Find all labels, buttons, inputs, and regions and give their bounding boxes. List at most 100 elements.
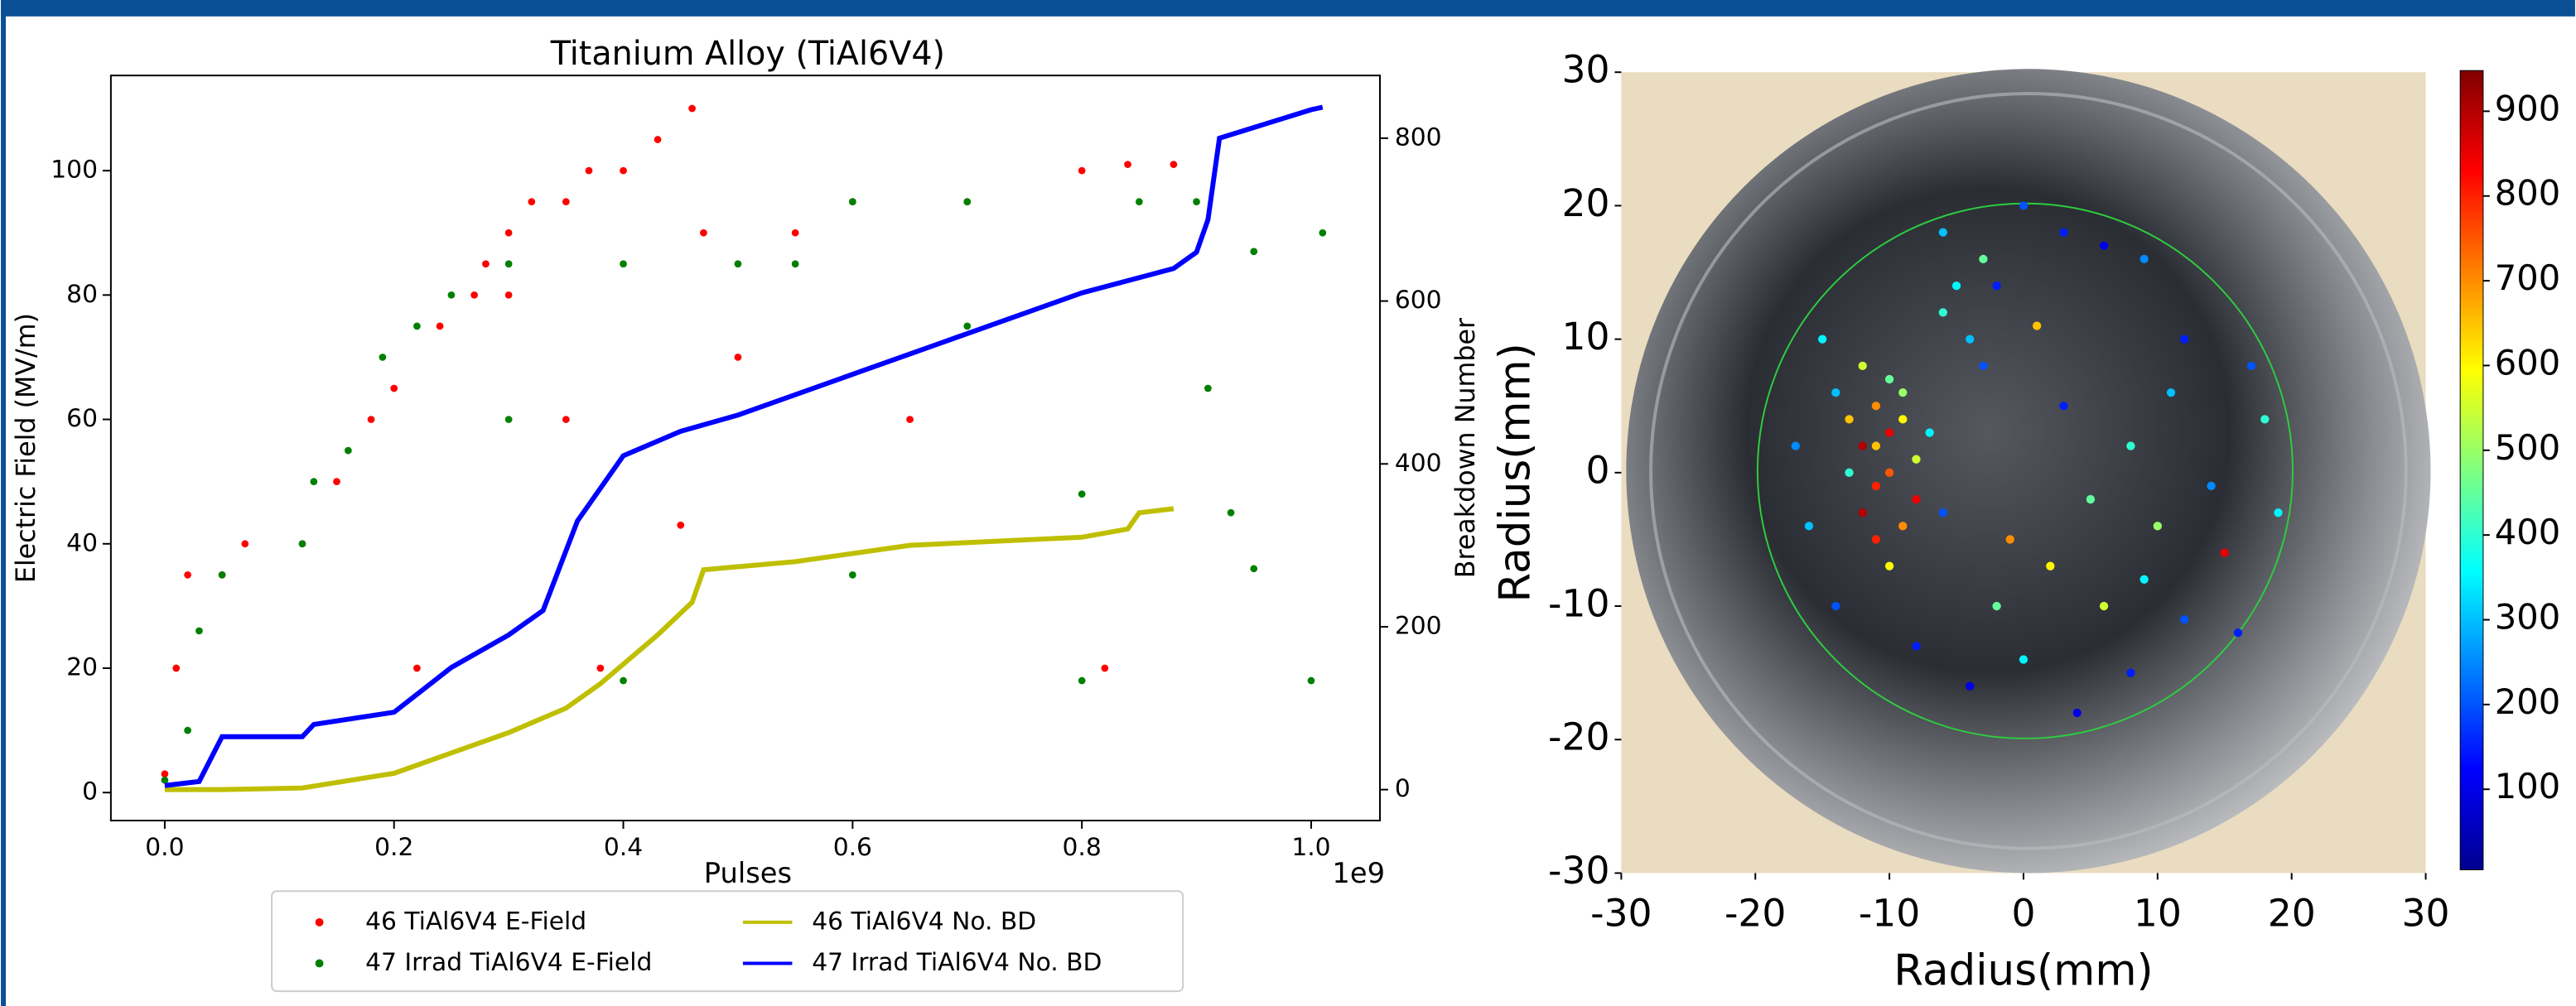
y-tick-label: 0 [82, 777, 98, 806]
x-tick-label: -30 [1590, 891, 1652, 935]
legend-marker [315, 959, 324, 968]
y2-tick-label: 200 [1395, 611, 1442, 640]
data-point [848, 198, 856, 206]
data-point [1124, 161, 1131, 168]
data-point [562, 198, 570, 206]
data-point [390, 384, 398, 392]
data-point [172, 664, 181, 672]
data-point [1204, 384, 1212, 392]
y2-axis-label: Breakdown Number [1451, 317, 1481, 578]
photo-disk [1626, 69, 2431, 874]
data-point [195, 627, 203, 635]
x-tick-label: 20 [2268, 891, 2316, 935]
data-point [2233, 628, 2243, 638]
data-point [1992, 601, 2001, 611]
data-point [2046, 561, 2055, 570]
data-point [1858, 361, 1867, 371]
data-point [791, 260, 799, 268]
data-point [184, 726, 191, 734]
x-tick-label: -10 [1859, 891, 1920, 935]
y-tick-label: 60 [66, 404, 98, 433]
data-point [2005, 535, 2014, 544]
data-point [1884, 561, 1894, 570]
y-tick-label: 40 [66, 528, 98, 557]
data-point [677, 521, 685, 529]
y-tick-label: 80 [66, 280, 98, 309]
data-point [2260, 415, 2270, 424]
data-point [906, 416, 914, 423]
colorbar-tick-label: 400 [2495, 512, 2560, 552]
data-point [1193, 198, 1200, 206]
data-point [161, 770, 169, 778]
data-point [379, 354, 387, 361]
colorbar-tick-label: 300 [2495, 597, 2560, 638]
data-point [310, 478, 318, 486]
data-point [1804, 522, 1814, 531]
legend-marker [315, 917, 324, 927]
data-point [1938, 308, 1947, 317]
data-point [1912, 494, 1921, 504]
data-point [1898, 387, 1908, 397]
x-offset-label: 1e9 [1332, 857, 1385, 889]
data-point [2099, 601, 2109, 611]
data-point [963, 322, 972, 330]
y-tick-label: 100 [51, 156, 98, 185]
data-point [504, 291, 513, 299]
x-tick-label: 0.8 [1063, 833, 1102, 862]
colorbar-tick-label: 900 [2495, 88, 2560, 128]
chart-title: Titanium Alloy (TiAl6V4) [550, 35, 945, 73]
y-tick-label: 0 [1585, 448, 1609, 492]
data-point [2246, 361, 2256, 371]
data-point [1078, 490, 1086, 498]
y-tick-label: 20 [1561, 181, 1609, 225]
side-bar [1, 0, 7, 1006]
data-point [504, 260, 513, 268]
data-point [2126, 441, 2135, 450]
data-point [298, 540, 306, 548]
legend-label: 46 TiAl6V4 No. BD [812, 907, 1036, 936]
x-tick-label: -20 [1725, 891, 1786, 935]
data-point [504, 416, 513, 423]
data-point [504, 229, 513, 237]
data-point [1898, 522, 1908, 531]
x-tick-label: 0.4 [604, 833, 643, 862]
data-point [596, 664, 605, 672]
data-point [2019, 201, 2028, 210]
data-point [367, 416, 375, 423]
data-point [345, 446, 352, 455]
data-point [2166, 387, 2176, 397]
y2-tick-label: 400 [1395, 449, 1442, 478]
data-point [2086, 494, 2096, 504]
data-point [1845, 468, 1854, 477]
data-point [1884, 468, 1894, 477]
data-point [1912, 455, 1921, 464]
data-point [688, 104, 696, 113]
data-point [1319, 229, 1327, 237]
data-point [333, 478, 340, 486]
data-point [241, 540, 249, 548]
data-point [528, 198, 536, 206]
colorbar-tick-label: 100 [2495, 766, 2560, 806]
data-point [2059, 402, 2068, 411]
data-point [1791, 441, 1800, 450]
data-point [2099, 241, 2109, 250]
y-axis-label: Electric Field (MV/m) [12, 313, 41, 583]
data-point [447, 291, 456, 299]
data-point [1250, 565, 1258, 573]
x-axis-label: Radius(mm) [1893, 946, 2153, 995]
data-point [184, 570, 191, 579]
data-point [1845, 415, 1854, 424]
colorbar-tick-label: 700 [2495, 258, 2560, 298]
data-point [734, 354, 742, 361]
data-point [1227, 508, 1235, 517]
series-line [164, 104, 1324, 788]
data-point [1938, 508, 1947, 517]
data-point [562, 416, 570, 423]
data-point [1938, 228, 1947, 237]
data-point [620, 260, 627, 268]
y-tick-label: -10 [1548, 582, 1609, 626]
data-point [2180, 335, 2189, 344]
series-line [164, 506, 1175, 792]
data-point [1966, 335, 1975, 344]
data-point [1912, 642, 1921, 651]
